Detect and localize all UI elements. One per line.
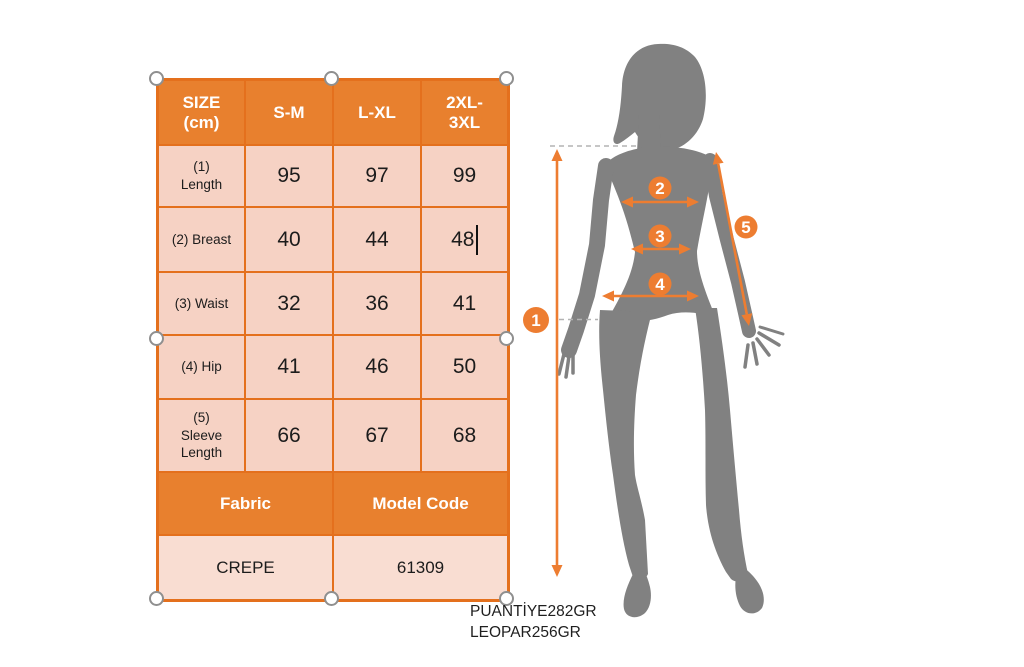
selection-handle-middle-left[interactable] <box>149 331 164 346</box>
product-codes: PUANTİYE282GR LEOPAR256GR <box>470 601 597 643</box>
col-header-s-m[interactable]: S-M <box>245 80 333 145</box>
measure-badge-5: 5 <box>734 215 758 239</box>
silhouette-left-leg <box>599 310 652 581</box>
silhouette-left-arm <box>561 158 614 358</box>
selection-handle-middle-right[interactable] <box>499 331 514 346</box>
svg-text:3: 3 <box>655 227 664 246</box>
svg-text:1: 1 <box>531 311 540 330</box>
value-breast-sm[interactable]: 40 <box>245 207 333 272</box>
row-label-sleeve[interactable]: (5) Sleeve Length <box>158 399 245 472</box>
selection-handle-top-right[interactable] <box>499 71 514 86</box>
size-unit-header-cell[interactable]: SIZE (cm) <box>158 80 245 145</box>
value-sleeve-2xl[interactable]: 68 <box>421 399 508 472</box>
measure-arrow-4 <box>602 290 699 302</box>
measure-badge-2: 2 <box>648 176 672 200</box>
svg-text:4: 4 <box>655 275 665 294</box>
value-hip-sm[interactable]: 41 <box>245 335 333 399</box>
product-code-line-2: LEOPAR256GR <box>470 624 581 641</box>
selection-handle-bottom-left[interactable] <box>149 591 164 606</box>
value-waist-2xl[interactable]: 41 <box>421 272 508 335</box>
selection-handle-top-middle[interactable] <box>324 71 339 86</box>
female-silhouette <box>557 43 785 618</box>
value-hip-lxl[interactable]: 46 <box>333 335 421 399</box>
row-label-length[interactable]: (1) Length <box>158 145 245 207</box>
size-chart-table[interactable]: SIZE (cm) S-M L-XL 2XL- 3XL (1) Length 9… <box>156 78 510 602</box>
value-length-lxl[interactable]: 97 <box>333 145 421 207</box>
measure-arrow-3 <box>631 243 691 255</box>
fabric-header-cell[interactable]: Fabric <box>158 472 333 535</box>
col-header-2xl-3xl[interactable]: 2XL- 3XL <box>421 80 508 145</box>
value-sleeve-sm[interactable]: 66 <box>245 399 333 472</box>
value-length-2xl[interactable]: 99 <box>421 145 508 207</box>
silhouette-head <box>613 43 706 152</box>
value-breast-lxl[interactable]: 44 <box>333 207 421 272</box>
text-cursor <box>476 224 478 255</box>
value-sleeve-lxl[interactable]: 67 <box>333 399 421 472</box>
svg-text:5: 5 <box>741 218 750 237</box>
selection-handle-bottom-right[interactable] <box>499 591 514 606</box>
svg-text:2: 2 <box>655 179 664 198</box>
selection-handle-top-left[interactable] <box>149 71 164 86</box>
model-code-value-cell[interactable]: 61309 <box>333 535 508 600</box>
fabric-value-cell[interactable]: CREPE <box>158 535 333 600</box>
model-code-header-cell[interactable]: Model Code <box>333 472 508 535</box>
value-hip-2xl[interactable]: 50 <box>421 335 508 399</box>
measure-badge-4: 4 <box>648 272 672 296</box>
value-waist-sm[interactable]: 32 <box>245 272 333 335</box>
row-label-hip[interactable]: (4) Hip <box>158 335 245 399</box>
silhouette-right-arm <box>703 153 756 338</box>
row-label-breast[interactable]: (2) Breast <box>158 207 245 272</box>
body-measurement-diagram: 1 2 3 4 5 <box>523 43 785 618</box>
measure-arrow-5 <box>712 152 753 326</box>
breast-2xl-text: 48 <box>451 227 475 251</box>
measure-arrow-2 <box>621 196 699 208</box>
selection-handle-bottom-middle[interactable] <box>324 591 339 606</box>
row-label-waist[interactable]: (3) Waist <box>158 272 245 335</box>
measure-arrow-1 <box>551 149 563 577</box>
value-breast-2xl[interactable]: 48 <box>421 207 508 272</box>
silhouette-right-leg <box>695 308 748 582</box>
value-waist-lxl[interactable]: 36 <box>333 272 421 335</box>
measure-badge-3: 3 <box>648 224 672 248</box>
product-code-line-1: PUANTİYE282GR <box>470 603 597 620</box>
measure-badge-1: 1 <box>523 307 549 333</box>
value-length-sm[interactable]: 95 <box>245 145 333 207</box>
col-header-l-xl[interactable]: L-XL <box>333 80 421 145</box>
